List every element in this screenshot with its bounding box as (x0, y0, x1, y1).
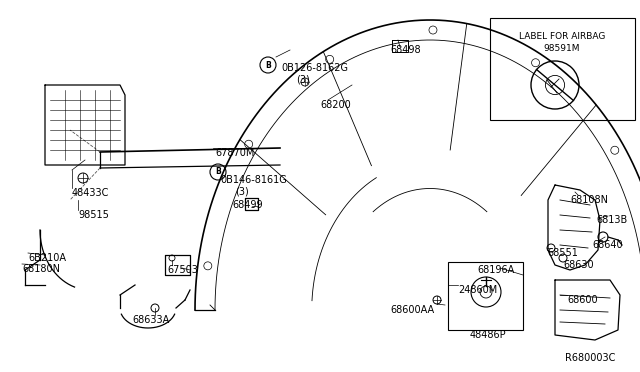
Text: 98515: 98515 (78, 210, 109, 220)
Text: 68551: 68551 (547, 248, 578, 258)
Text: 68180N: 68180N (22, 264, 60, 274)
Text: 48486P: 48486P (470, 330, 507, 340)
Text: 6813B: 6813B (596, 215, 627, 225)
Text: 68200: 68200 (320, 100, 351, 110)
Text: 68108N: 68108N (570, 195, 608, 205)
Text: 24860M: 24860M (458, 285, 497, 295)
Text: B: B (265, 61, 271, 70)
Text: (3): (3) (296, 74, 310, 84)
Bar (448, 262, 523, 330)
Bar (490, 18, 635, 120)
Text: 68633A: 68633A (132, 315, 169, 325)
Text: 0B146-8161G: 0B146-8161G (220, 175, 287, 185)
Text: 68640: 68640 (592, 240, 623, 250)
Text: B: B (215, 167, 221, 176)
Text: 6B210A: 6B210A (28, 253, 66, 263)
Text: 98591M: 98591M (544, 44, 580, 53)
Text: LABEL FOR AIRBAG: LABEL FOR AIRBAG (519, 32, 605, 41)
Text: 67870M: 67870M (215, 148, 254, 158)
Text: 68600AA: 68600AA (390, 305, 434, 315)
Text: 0B126-8162G: 0B126-8162G (281, 63, 348, 73)
Text: 68600: 68600 (567, 295, 598, 305)
Text: 68196A: 68196A (477, 265, 515, 275)
Text: (3): (3) (235, 186, 249, 196)
Text: 68499: 68499 (232, 200, 262, 210)
Text: R680003C: R680003C (565, 353, 616, 363)
Text: 68498: 68498 (390, 45, 420, 55)
Text: 68630: 68630 (563, 260, 594, 270)
Text: 48433C: 48433C (72, 188, 109, 198)
Text: 67503: 67503 (167, 265, 198, 275)
